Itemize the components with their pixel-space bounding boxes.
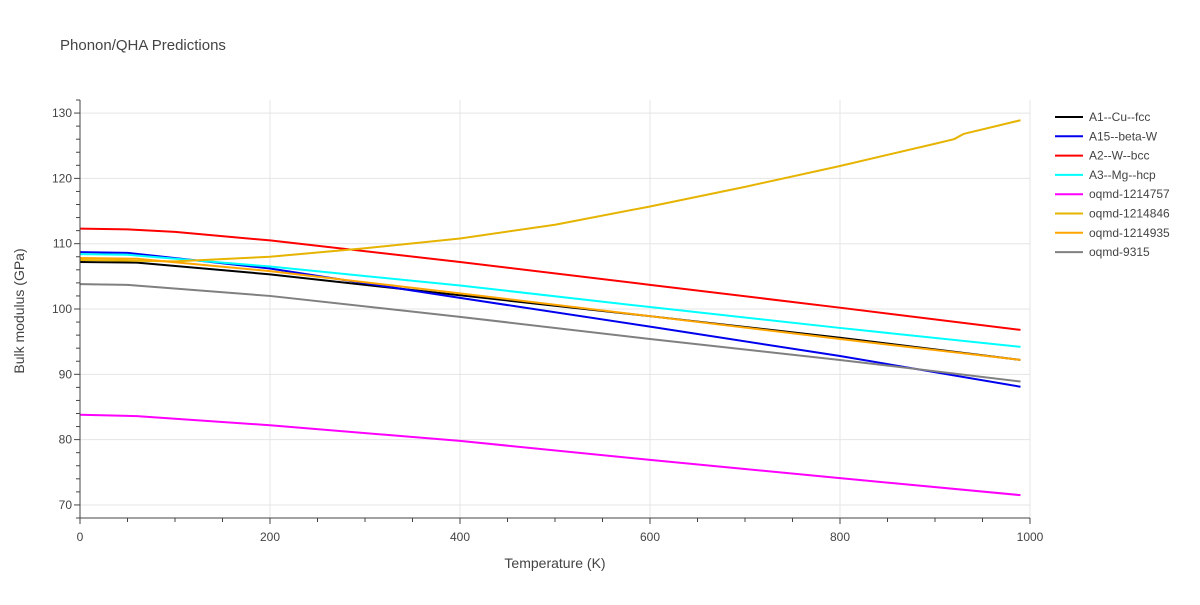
series-line-A3--Mg--hcp xyxy=(79,253,1021,348)
x-tick-label: 800 xyxy=(830,530,850,544)
x-tick-label: 200 xyxy=(260,530,280,544)
y-tick-label: 120 xyxy=(52,171,72,185)
y-tick-label: 80 xyxy=(59,433,73,447)
y-tick-label: 70 xyxy=(59,498,73,512)
x-tick-label: 1000 xyxy=(1017,530,1044,544)
legend-item[interactable]: oqmd-1214935 xyxy=(1089,226,1170,240)
series-line-A15--beta-W xyxy=(79,251,1021,388)
grid xyxy=(80,100,1031,518)
legend-item[interactable]: A15--beta-W xyxy=(1089,129,1158,143)
series-line-A1--Cu--fcc xyxy=(79,260,1021,361)
y-tick-label: 100 xyxy=(52,302,72,316)
legend-item[interactable]: oqmd-1214757 xyxy=(1089,187,1170,201)
legend-item[interactable]: A3--Mg--hcp xyxy=(1089,168,1156,182)
legend-item[interactable]: A2--W--bcc xyxy=(1089,149,1149,163)
y-axis-label: Bulk modulus (GPa) xyxy=(11,248,27,373)
chart-title: Phonon/QHA Predictions xyxy=(60,37,226,54)
legend-item[interactable]: oqmd-9315 xyxy=(1089,245,1150,259)
series-line-oqmd-1214846 xyxy=(79,119,1021,263)
y-tick-label: 110 xyxy=(53,237,72,251)
legend-item[interactable]: oqmd-1214846 xyxy=(1089,207,1170,221)
series-line-oqmd-1214757 xyxy=(79,413,1021,497)
x-axis-label: Temperature (K) xyxy=(504,555,605,571)
y-tick-label: 90 xyxy=(59,367,73,381)
legend: A1--Cu--fcc A15--beta-W A2--W--bcc A3--Mg--… xyxy=(1055,110,1170,259)
series-line-A2--W--bcc xyxy=(79,227,1021,331)
legend-item[interactable]: A1--Cu--fcc xyxy=(1089,110,1150,124)
x-tick-label: 0 xyxy=(77,530,84,544)
y-tick-label: 130 xyxy=(52,106,72,120)
series-line-oqmd-1214935 xyxy=(79,257,1021,361)
axes: 0 200 400 600 800 1000 70 80 90 100 110 120 130 xyxy=(52,99,1044,544)
series-line-oqmd-9315 xyxy=(79,283,1021,383)
x-tick-label: 400 xyxy=(450,530,470,544)
series-lines xyxy=(79,119,1021,497)
x-tick-label: 600 xyxy=(640,530,660,544)
